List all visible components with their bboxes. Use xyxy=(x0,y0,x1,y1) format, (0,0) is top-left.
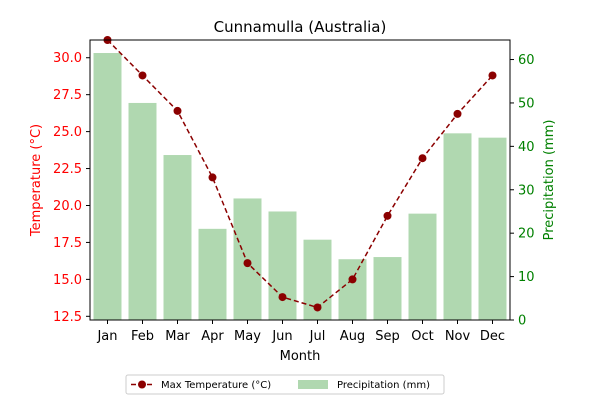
legend-precipitation-label: Precipitation (mm) xyxy=(337,380,430,391)
temperature-point-sep xyxy=(383,211,392,220)
temperature-point-jul xyxy=(313,303,322,312)
precipitation-bar-sep xyxy=(373,257,402,320)
x-axis-label: Month xyxy=(280,349,321,364)
temperature-point-apr xyxy=(208,173,217,182)
y-left-tick-label: 30.0 xyxy=(53,51,82,66)
x-tick-label: Jun xyxy=(271,329,292,344)
legend-box xyxy=(125,374,445,395)
chart-title: Cunnamulla (Australia) xyxy=(214,18,387,36)
y-left-tick-label: 15.0 xyxy=(53,273,82,288)
precipitation-bar-jun xyxy=(268,211,297,320)
y-left-tick-label: 12.5 xyxy=(53,310,82,325)
y-right-tick-label: 0 xyxy=(518,314,526,329)
legend: Max Temperature (°C) Precipitation (mm) xyxy=(125,374,445,395)
precipitation-bars xyxy=(93,53,507,321)
y-right-tick-label: 20 xyxy=(518,227,535,242)
y-left-tick-label: 27.5 xyxy=(53,88,82,103)
y-left-tick-label: 22.5 xyxy=(53,162,82,177)
precipitation-bar-jan xyxy=(93,53,122,321)
y-left-tick-label: 25.0 xyxy=(53,125,82,140)
legend-precipitation-swatch xyxy=(298,380,328,389)
x-tick-label: Apr xyxy=(201,329,224,344)
legend-temperature-label: Max Temperature (°C) xyxy=(161,380,271,391)
x-tick-label: Dec xyxy=(480,329,505,344)
x-tick-label: Feb xyxy=(131,329,154,344)
x-tick-label: Aug xyxy=(340,329,365,344)
precipitation-bar-apr xyxy=(198,228,227,320)
x-tick-label: May xyxy=(234,329,261,344)
precipitation-bar-aug xyxy=(338,259,367,320)
x-tick-label: Jan xyxy=(96,329,117,344)
legend-temperature-marker xyxy=(138,380,146,389)
y-right-tick-label: 60 xyxy=(518,53,535,68)
precipitation-bar-feb xyxy=(128,102,157,320)
temperature-point-feb xyxy=(138,71,147,80)
temperature-point-nov xyxy=(453,109,462,118)
axes: Jan Feb Mar Apr May Jun Jul Aug Sep Oct Nov Dec 12.5… xyxy=(53,39,535,344)
x-tick-label: Mar xyxy=(165,329,190,344)
y-right-tick-label: 40 xyxy=(518,140,535,155)
precipitation-bar-nov xyxy=(443,133,472,320)
temperature-point-may xyxy=(243,259,252,268)
y-right-tick-label: 30 xyxy=(518,183,535,198)
precipitation-bar-oct xyxy=(408,213,437,320)
temperature-point-oct xyxy=(418,154,427,163)
x-tick-label: Jul xyxy=(309,329,326,344)
x-tick-label: Oct xyxy=(411,329,433,344)
temperature-point-jun xyxy=(278,293,287,302)
y-axis-right-label: Precipitation (mm) xyxy=(542,120,557,241)
y-left-tick-label: 20.0 xyxy=(53,199,82,214)
temperature-line-series xyxy=(103,36,497,312)
y-left-tick-label: 17.5 xyxy=(53,236,82,251)
x-tick-label: Sep xyxy=(375,329,400,344)
x-tick-label: Nov xyxy=(445,329,471,344)
y-axis-left-label: Temperature (°C) xyxy=(29,124,44,237)
precipitation-bar-dec xyxy=(478,137,507,320)
temperature-point-aug xyxy=(348,275,357,284)
y-right-tick-label: 10 xyxy=(518,270,535,285)
temperature-point-mar xyxy=(173,106,182,115)
temperature-line xyxy=(106,39,494,309)
plot-frame xyxy=(89,39,511,321)
precipitation-bar-mar xyxy=(163,155,192,320)
y-right-tick-label: 50 xyxy=(518,96,535,111)
temperature-point-dec xyxy=(488,71,497,80)
